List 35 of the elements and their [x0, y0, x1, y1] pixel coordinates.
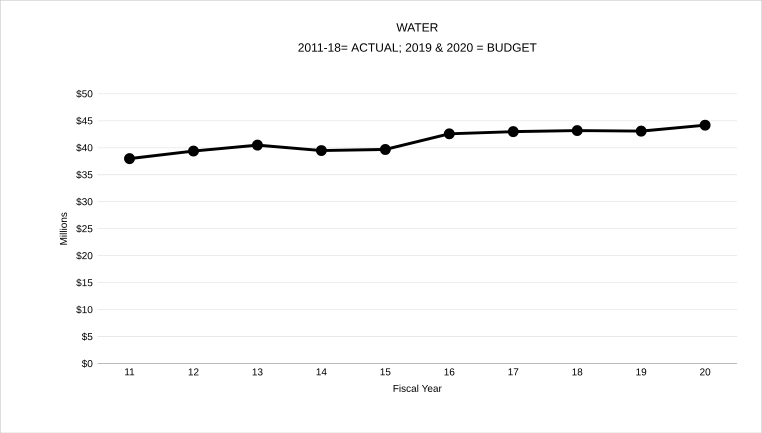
y-tick-label: $45	[76, 116, 92, 125]
x-tick-label: 12	[188, 368, 199, 376]
point	[124, 153, 135, 164]
y-tick-label: $25	[76, 224, 92, 233]
y-tick-label: $30	[76, 198, 92, 206]
y-tick-label: $10	[76, 306, 92, 314]
chart-title: WATER	[396, 23, 438, 32]
y-axis-title: Millions	[60, 212, 68, 245]
x-tick-label: 17	[508, 368, 518, 376]
y-tick-label: $35	[76, 170, 92, 179]
point	[444, 128, 455, 140]
point	[700, 120, 711, 131]
x-tick-label: 15	[380, 368, 390, 376]
point	[636, 126, 647, 136]
x-tick-label: 16	[444, 368, 454, 376]
y-tick-label: $5	[82, 332, 92, 341]
x-tick-label: 20	[700, 368, 710, 376]
x-tick-label: 19	[636, 368, 646, 376]
x-tick-label: 14	[316, 368, 327, 376]
chart-subtitle: 2011-18= ACTUAL; 2019 & 2020 = BUDGET	[298, 43, 537, 54]
y-tick-label: $50	[76, 90, 92, 98]
x-tick-label: 13	[252, 368, 263, 376]
y-tick-label: $0	[82, 360, 92, 368]
point	[188, 146, 199, 156]
point	[380, 144, 391, 155]
point	[572, 124, 583, 136]
x-tick-label: 18	[572, 368, 582, 376]
y-tick-label: $20	[76, 252, 92, 260]
point	[316, 144, 327, 156]
y-tick-label: $15	[76, 278, 92, 287]
point	[252, 140, 263, 150]
point	[508, 126, 519, 137]
x-axis-title: Fiscal Year	[394, 384, 442, 392]
x-tick-label: 11	[125, 368, 134, 376]
y-tick-label: $40	[76, 144, 92, 152]
